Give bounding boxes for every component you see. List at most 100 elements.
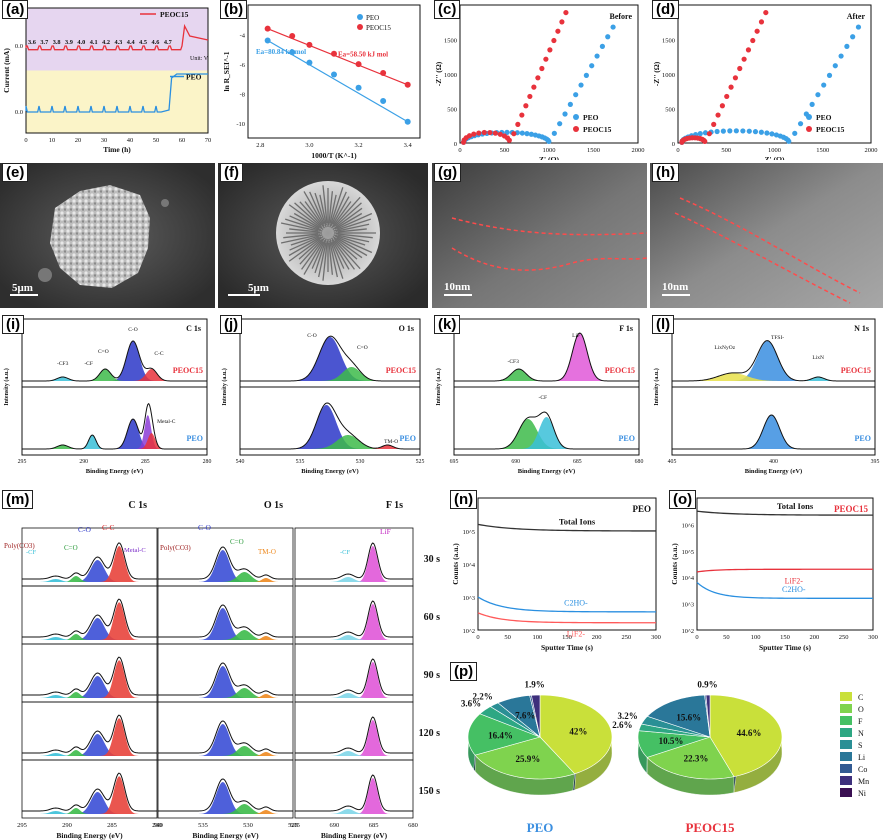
dendrite-line [332,236,363,259]
ytick-label: 0 [454,141,457,148]
axes-frame [25,7,209,134]
voltage-label: 3.9 [65,39,73,46]
x-axis-label: Sputter Time (s) [541,643,594,652]
pie-charts: 42% 25.9% 16.4% 3.6%2.2% 7.6% 1.9% PEO 44.6% 22.… [461,680,869,835]
xtick-label: 150 [562,634,572,641]
peoc15-point [531,84,537,90]
x-axis-label: Binding Energy (eV) [56,831,123,840]
ytick-label: 0.0 [15,109,23,116]
peoc15-point [466,133,473,139]
ytick-label: 10^2 [463,628,475,635]
peoc15-point [506,137,512,143]
slice-label: 0.9% [697,680,717,690]
dendrite-line [333,237,358,260]
peoc15-point [555,28,561,34]
ea-annotation-blue: Ea=80.84 kJ mol [256,48,306,56]
voltage-label: 4.7 [164,39,172,46]
dendrite-line [280,222,319,232]
xtick-label: 530 [243,822,253,829]
panel-f: (f) 5μm [218,163,428,308]
envelope-curve [672,414,875,450]
xtick-label: 0 [458,147,461,154]
pie-slice [709,694,783,777]
legend-marker [573,114,579,120]
panel-label: (d) [652,0,680,19]
axes-frame [247,4,421,139]
pie-slice [531,694,541,738]
envelope-curve [295,774,413,812]
envelope-curve [22,656,157,696]
peak-label: -CF [539,395,548,401]
envelope-curve [295,716,413,754]
dendrite-line [331,237,355,270]
dendrite-line [332,196,361,228]
xtick-label: 695 [450,459,459,465]
pie-slice [497,695,541,738]
panel-label: (p) [450,662,478,681]
xtick-label: 2.8 [256,142,264,149]
peoc15-point [559,19,565,25]
arrhenius-plot: -2-4-6-8-102.83.03.23.4ln R_SEI^-11000/T… [222,3,421,160]
legend-swatch [840,692,852,701]
panel-o: (o) 10^210^310^410^510^610^7050100150200… [667,490,883,660]
peak-label: C=O [230,538,244,546]
fit-component [22,676,157,698]
core-level-header: F 1s [386,500,403,511]
dendrite-line [289,228,321,233]
peoc15-point [487,129,493,136]
peoc15-point [745,47,752,53]
legend-swatch [840,788,852,797]
envelope-curve [240,335,420,382]
legend-swatch [840,740,852,749]
xtick-label: 535 [296,459,305,465]
voltage-label: 4.5 [139,39,147,46]
dendrite-line [333,234,366,246]
voltage-label: 3.6 [28,39,36,46]
voltage-label: 3.8 [53,39,61,46]
slice-label: 10.5% [659,736,684,746]
axes-frame [677,4,872,144]
peo-point [573,92,579,98]
xtick-label: 200 [592,634,602,641]
dendrite-line [283,233,319,239]
fit-component [22,546,157,582]
peoc15-point [523,103,529,109]
peak-label: C=O [98,349,109,355]
ytick-label: 10^3 [463,595,475,602]
panel-label: (j) [220,315,243,334]
legend-label: Ni [858,789,867,798]
fit-component [672,341,875,381]
dendrite-line [337,228,367,233]
fit-component [295,751,413,756]
fit-component [295,809,413,814]
ytick-label: -10 [236,121,245,128]
dendrite-line [290,234,323,246]
x-axis-label: Sputter Time (s) [759,643,812,652]
panel-a-plot: 3.6 3.7 3.8 3.9 4.0 4.1 4.2 4.3 4.4 4.5 4.6 4.7 Unit… [2,7,211,154]
xtick-label: 100 [751,634,761,641]
dendrite-line [301,237,325,270]
core-level-title: C 1s [186,324,201,333]
ytick-label: 10^4 [463,562,476,569]
peoc15-point [535,75,541,81]
fit-component [22,792,157,814]
peo-point [746,128,752,134]
fit-component [158,810,293,814]
peak-label: LiF [572,333,580,339]
peak-label: C=O [357,345,368,351]
peo-point [769,131,775,137]
ion-depth-profile [696,510,874,516]
ytick-label: 1000 [444,72,457,79]
peo-point [792,130,798,136]
nyquist-before-plot: 05001000150020000500100015002000-Z'' (Ω)… [434,3,645,160]
core-level-header: C 1s [128,500,147,511]
stack-cell [157,759,294,819]
tof-sims-peo: 10^210^310^410^510^6050100150200250300Co… [451,496,661,652]
xtick-label: 200 [809,634,819,641]
envelope-curve [295,658,413,696]
dendrite-line [329,187,344,228]
peoc15-point [539,65,545,72]
peak-label: -CF3 [508,359,520,365]
sputter-time-label: 60 s [424,612,441,623]
dendrite-line [334,239,361,270]
